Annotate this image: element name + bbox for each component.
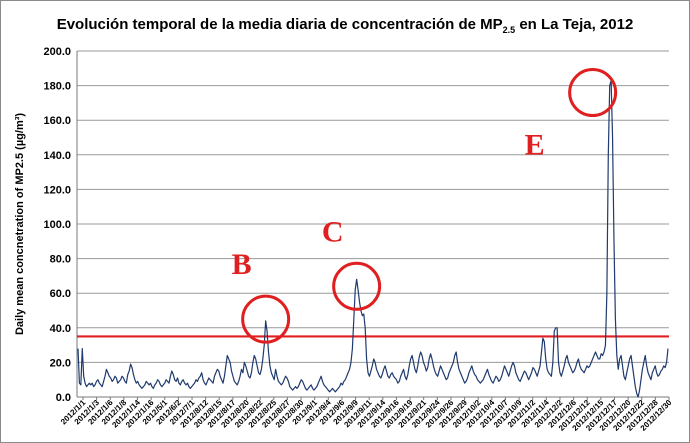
chart-title: Evolución temporal de la media diaria de… xyxy=(57,16,634,35)
y-tick-label: 120.0 xyxy=(43,184,71,196)
y-tick-label: 160.0 xyxy=(43,115,71,127)
y-tick-label: 100.0 xyxy=(43,219,71,231)
y-tick-label: 40.0 xyxy=(50,323,71,335)
annotation-label-c: C xyxy=(322,215,344,248)
annotation-circle-c xyxy=(332,261,382,311)
chart-title-end: en La Teja, 2012 xyxy=(515,16,633,33)
chart-title-subscript: 2.5 xyxy=(503,25,516,35)
y-tick-label: 140.0 xyxy=(43,150,71,162)
y-tick-label: 20.0 xyxy=(50,357,71,369)
annotation-circle-e xyxy=(568,68,618,118)
series-line xyxy=(77,79,669,398)
y-tick-label: 180.0 xyxy=(43,81,71,93)
y-tick-label: 60.0 xyxy=(50,288,71,300)
chart-title-main: Evolución temporal de la media diaria de… xyxy=(57,16,503,33)
y-tick-label: 200.0 xyxy=(43,46,71,58)
annotation-circle-b xyxy=(241,294,291,344)
y-tick-label: 0.0 xyxy=(56,392,71,404)
annotation-label-b: B xyxy=(232,248,252,281)
annotation-label-e: E xyxy=(525,129,545,162)
y-axis-label: Daily mean concnetration of MP2.5 (µg/m³… xyxy=(14,113,26,335)
y-tick-label: 80.0 xyxy=(50,254,71,266)
